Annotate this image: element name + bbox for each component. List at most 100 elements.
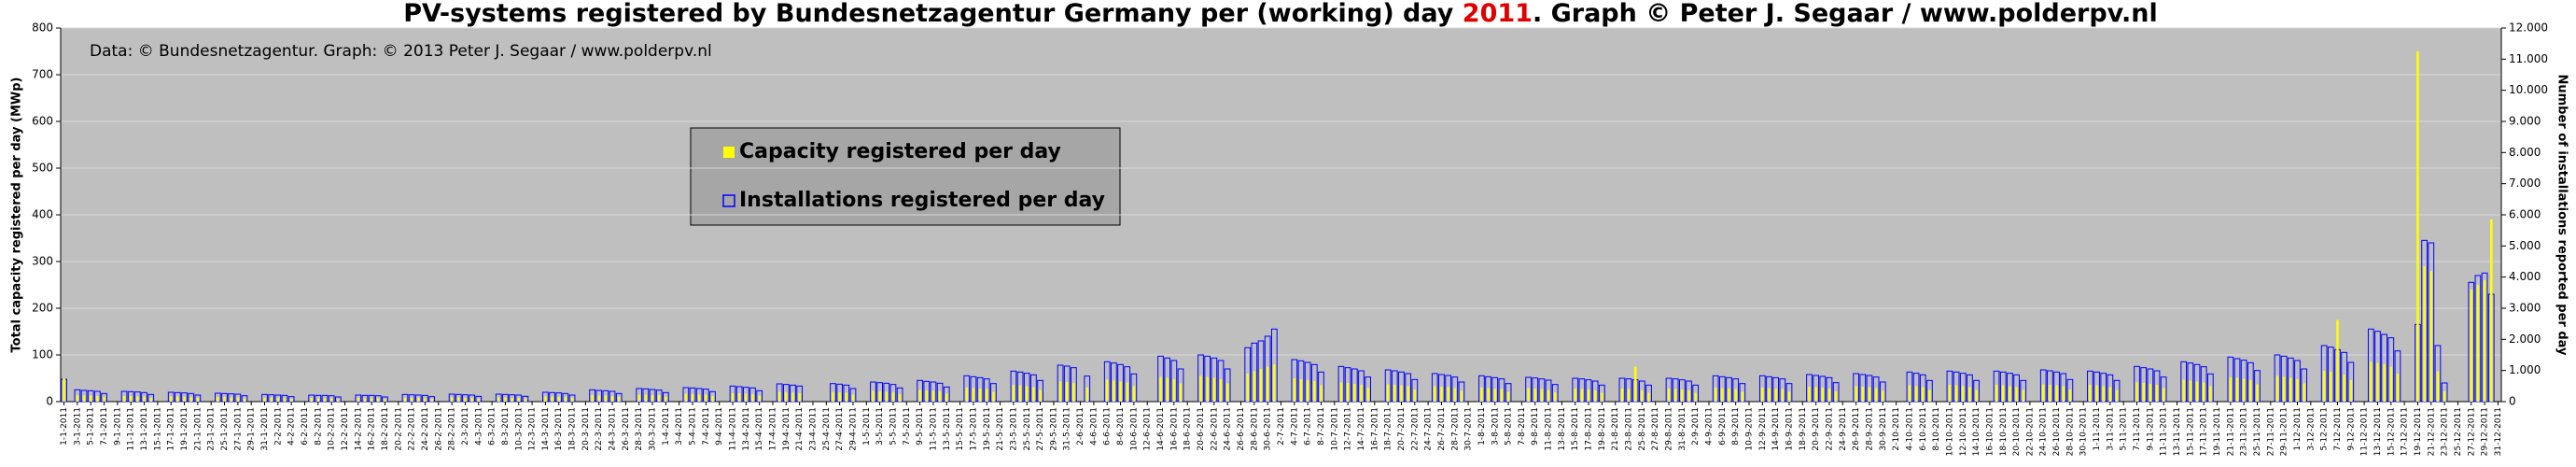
y-tick-label: 700 [32,68,53,81]
x-tick-label: 6-6-2011 [1103,407,1113,446]
capacity-bar [2009,386,2011,402]
x-tick-label: 13-1-2011 [140,407,149,451]
x-tick-label: 23-11-2011 [2240,407,2249,456]
x-tick-label: 3-11-2011 [2106,407,2115,451]
x-tick-label: 8-3-2011 [501,407,511,446]
capacity-bar [845,392,848,402]
x-tick-label: 1-4-2011 [662,407,671,446]
capacity-bar [1620,389,1624,402]
x-tick-label: 25-8-2011 [1638,407,1647,451]
x-tick-label: 19-4-2011 [782,407,791,451]
capacity-bar [1922,387,1925,402]
capacity-bar [196,398,200,402]
capacity-bar [2282,376,2286,402]
capacity-bar [1975,389,1978,402]
capacity-bar [1768,388,1771,402]
x-tick-label: 26-7-2011 [1437,407,1447,451]
x-tick-label: 21-8-2011 [1611,407,1620,451]
capacity-bar [992,391,995,402]
capacity-bar [1493,389,1497,402]
legend-label: Installations registered per day [739,189,1105,212]
x-tick-label: 9-12-2011 [2346,407,2356,451]
capacity-bar [377,398,380,402]
capacity-bar [1266,366,1269,402]
capacity-bar [1667,389,1671,402]
capacity-bar [1728,389,1730,402]
x-tick-label: 27-8-2011 [1651,407,1660,451]
x-tick-label: 4-7-2011 [1290,407,1299,446]
capacity-bar [1386,384,1390,402]
y2-axis-label: Number of installations reported per day [2555,74,2569,356]
capacity-bar [657,395,661,402]
x-tick-label: 21-4-2011 [795,407,805,451]
capacity-bar [1995,385,1998,402]
x-tick-label: 22-7-2011 [1410,407,1420,451]
capacity-bar [551,396,553,402]
x-tick-label: 29-12-2011 [2481,407,2490,456]
capacity-bar [891,392,895,402]
capacity-bar [851,394,855,402]
capacity-bar [2189,380,2192,402]
x-tick-label: 25-4-2011 [822,407,832,451]
x-tick-label: 17-5-2011 [969,407,978,451]
capacity-bar [524,399,527,402]
capacity-bar [2142,383,2145,402]
capacity-bar [2429,271,2433,402]
x-tick-label: 2-2-2011 [273,407,283,446]
capacity-bar [2416,51,2419,402]
capacity-bar [617,397,621,402]
capacity-bar [925,390,929,402]
y2-tick-label: 3.000 [2509,302,2541,315]
x-tick-label: 17-12-2011 [2401,407,2410,456]
legend-marker [723,147,735,158]
annotation: Data: © Bundesnetzagentur. Graph: © 2013… [90,42,712,61]
capacity-bar [1299,379,1303,402]
capacity-bar [230,397,232,402]
capacity-bar [1714,388,1717,402]
x-tick-label: 9-11-2011 [2146,407,2155,451]
y-tick-label: 400 [32,208,53,221]
capacity-bar [945,393,948,402]
chart-title: PV-systems registered by Bundesnetzagent… [403,0,2158,28]
x-tick-label: 17-1-2011 [167,407,176,451]
capacity-bar [1132,386,1136,402]
capacity-bar [705,394,707,402]
y2-tick-label: 7.000 [2509,177,2541,190]
x-tick-label: 15-5-2011 [956,407,965,451]
x-tick-label: 2-9-2011 [1691,407,1701,446]
x-tick-label: 31-8-2011 [1678,407,1687,451]
capacity-bar [1447,387,1449,402]
capacity-bar [1533,389,1537,402]
x-tick-label: 5-4-2011 [689,407,698,446]
capacity-bar [2115,389,2119,402]
capacity-bar [2303,383,2305,402]
x-tick-label: 27-1-2011 [233,407,243,451]
capacity-bar [1500,389,1504,402]
y-tick-label: 800 [32,21,53,35]
capacity-bar [2289,377,2292,402]
capacity-bar [1393,385,1396,402]
capacity-bar [838,392,841,402]
capacity-bar [918,389,921,402]
x-tick-label: 29-5-2011 [1049,407,1058,451]
capacity-bar [644,394,648,402]
x-tick-label: 7-1-2011 [100,407,109,446]
x-tick-label: 12-7-2011 [1344,407,1353,451]
capacity-bar [1259,369,1263,402]
capacity-bar [2135,382,2138,402]
x-tick-label: 23-8-2011 [1625,407,1634,451]
x-tick-label: 11-8-2011 [1545,407,1554,451]
capacity-bar [1453,388,1457,402]
x-tick-label: 21-5-2011 [996,407,1005,451]
x-tick-label: 5-1-2011 [87,407,96,446]
capacity-bar [691,394,694,402]
capacity-bar [504,397,507,402]
capacity-bar [357,398,360,402]
capacity-bar [283,398,287,402]
capacity-bar [591,395,594,402]
x-tick-label: 31-5-2011 [1063,407,1072,451]
capacity-bar [1407,386,1409,402]
capacity-bar [544,396,547,402]
capacity-bar [2242,378,2246,402]
capacity-bar [1868,387,1871,402]
